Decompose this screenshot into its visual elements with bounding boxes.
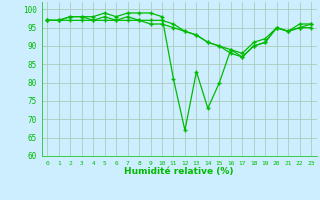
X-axis label: Humidité relative (%): Humidité relative (%): [124, 167, 234, 176]
